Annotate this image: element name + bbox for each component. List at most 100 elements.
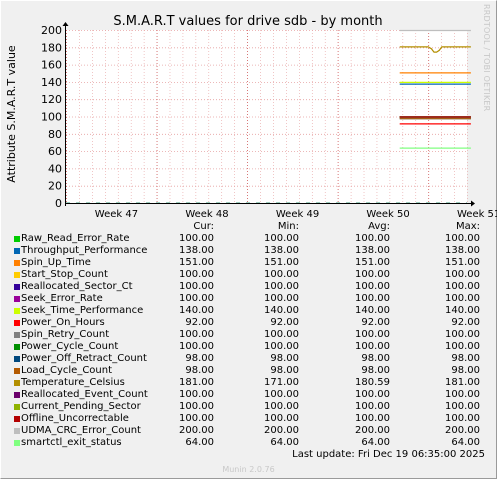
legend-max-value: 100.00 [445, 389, 480, 400]
legend-col-cur: Cur: [193, 221, 214, 232]
legend-max-value: 100.00 [445, 401, 480, 412]
y-tick-label: 140 [41, 76, 62, 89]
legend-swatch [14, 416, 20, 422]
legend-cur-value: 100.00 [179, 293, 214, 304]
legend-avg-value: 100.00 [355, 401, 390, 412]
legend-swatch [14, 260, 20, 266]
legend-row: Current_Pending_Sector 100.00 100.00 100.00… [14, 401, 484, 413]
legend-row: Reallocated_Sector_Ct 100.00 100.00 100.00 1… [14, 281, 484, 293]
legend-min-value: 138.00 [264, 245, 299, 256]
x-tick-label: Week 49 [276, 209, 319, 220]
legend-min-value: 171.00 [264, 377, 299, 388]
legend-row: Power_Off_Retract_Count 98.00 98.00 98.00 98… [14, 353, 484, 365]
footer-version: Munin 2.0.76 [222, 465, 275, 474]
legend-swatch [14, 356, 20, 362]
plot-area: 0 20 40 60 80 100 120 140 160 180 200 Week 47 Week 4… [41, 22, 497, 220]
legend-max-value: 151.00 [445, 257, 480, 268]
legend-cur-value: 100.00 [179, 389, 214, 400]
legend-row: Start_Stop_Count 100.00 100.00 100.00 100.00 [14, 269, 484, 281]
legend-min-value: 100.00 [264, 269, 299, 280]
legend-swatch [14, 392, 20, 398]
legend-series-name: Temperature_Celsius [21, 377, 125, 388]
legend-min-value: 100.00 [264, 389, 299, 400]
legend-series-name: Reallocated_Sector_Ct [21, 281, 133, 292]
legend-min-value: 140.00 [264, 305, 299, 316]
legend-min-value: 100.00 [264, 329, 299, 340]
legend-avg-value: 180.59 [355, 377, 390, 388]
legend-series-name: Power_Off_Retract_Count [21, 353, 147, 364]
legend-avg-value: 100.00 [355, 329, 390, 340]
legend-series-name: Spin_Up_Time [21, 257, 91, 268]
legend-avg-value: 98.00 [361, 365, 390, 376]
x-tick-label: Week 51 [457, 209, 497, 220]
legend-max-value: 100.00 [445, 329, 480, 340]
legend-min-value: 100.00 [264, 413, 299, 424]
legend-row: Offline_Uncorrectable 100.00 100.00 100.00 1… [14, 413, 484, 425]
legend-avg-value: 140.00 [355, 305, 390, 316]
series-line [399, 46, 471, 53]
legend-min-value: 100.00 [264, 281, 299, 292]
y-tick-label: 180 [41, 41, 62, 54]
legend-avg-value: 151.00 [355, 257, 390, 268]
chart-title: S.M.A.R.T values for drive sdb - by mont… [113, 14, 382, 29]
y-tick-label: 60 [48, 145, 62, 158]
legend-max-value: 140.00 [445, 305, 480, 316]
legend-row: Spin_Retry_Count 100.00 100.00 100.00 100.00 [14, 329, 484, 341]
legend-swatch [14, 272, 20, 278]
y-tick-label: 100 [41, 111, 62, 124]
legend-min-value: 100.00 [264, 401, 299, 412]
rrdtool-credit: RRDTOOL / TOBI OETIKER [482, 4, 491, 112]
legend-swatch [14, 404, 20, 410]
legend-row: UDMA_CRC_Error_Count 200.00 200.00 200.00 20… [14, 425, 484, 437]
y-tick-label: 20 [48, 180, 62, 193]
legend-series-name: Throughput_Performance [21, 245, 148, 256]
legend-avg-value: 100.00 [355, 389, 390, 400]
legend-avg-value: 138.00 [355, 245, 390, 256]
legend-swatch [14, 332, 20, 338]
legend-avg-value: 98.00 [361, 353, 390, 364]
legend-row: Load_Cycle_Count 98.00 98.00 98.00 98.00 [14, 365, 484, 377]
y-tick-label: 80 [48, 128, 62, 141]
legend-cur-value: 100.00 [179, 401, 214, 412]
legend-series-name: Start_Stop_Count [21, 269, 108, 280]
legend-row: Throughput_Performance 138.00 138.00 138.00… [14, 245, 484, 257]
legend-min-value: 64.00 [270, 437, 299, 448]
y-tick-label: 40 [48, 162, 62, 175]
legend-cur-value: 100.00 [179, 413, 214, 424]
legend-max-value: 138.00 [445, 245, 480, 256]
legend-row: Seek_Error_Rate 100.00 100.00 100.00 100.00 [14, 293, 484, 305]
legend-series-name: Seek_Time_Performance [21, 305, 144, 316]
legend-swatch [14, 344, 20, 350]
legend-avg-value: 92.00 [361, 317, 390, 328]
legend-swatch [14, 248, 20, 254]
y-axis-label: Attribute S.M.A.R.T value [5, 45, 18, 183]
legend-max-value: 100.00 [445, 281, 480, 292]
last-update: Last update: Fri Dec 19 06:35:00 2025 [292, 449, 485, 460]
legend-avg-value: 100.00 [355, 413, 390, 424]
legend-max-value: 92.00 [451, 317, 480, 328]
legend-max-value: 100.00 [445, 341, 480, 352]
legend: Cur: Min: Avg: Max: Raw_Read_Error_Rate 1… [14, 221, 484, 449]
y-tick-label: 160 [41, 59, 62, 72]
legend-avg-value: 100.00 [355, 233, 390, 244]
y-tick-label: 120 [41, 93, 62, 106]
legend-min-value: 200.00 [264, 425, 299, 436]
legend-swatch [14, 380, 20, 386]
legend-row: Temperature_Celsius 181.00 171.00 180.59 181… [14, 377, 484, 389]
legend-min-value: 92.00 [270, 317, 299, 328]
legend-max-value: 100.00 [445, 233, 480, 244]
x-tick-label: Week 47 [95, 209, 138, 220]
legend-swatch [14, 284, 20, 290]
y-axis-arrow [62, 22, 69, 26]
legend-max-value: 98.00 [451, 365, 480, 376]
legend-cur-value: 200.00 [179, 425, 214, 436]
legend-max-value: 64.00 [451, 437, 480, 448]
legend-cur-value: 64.00 [185, 437, 214, 448]
legend-avg-value: 64.00 [361, 437, 390, 448]
legend-series-name: Offline_Uncorrectable [21, 413, 129, 424]
legend-cur-value: 100.00 [179, 341, 214, 352]
legend-series-name: smartctl_exit_status [21, 437, 122, 448]
x-tick-label: Week 50 [366, 209, 409, 220]
legend-row: Power_Cycle_Count 100.00 100.00 100.00 100.0… [14, 341, 484, 353]
legend-row: Reallocated_Event_Count 100.00 100.00 100.0… [14, 389, 484, 401]
